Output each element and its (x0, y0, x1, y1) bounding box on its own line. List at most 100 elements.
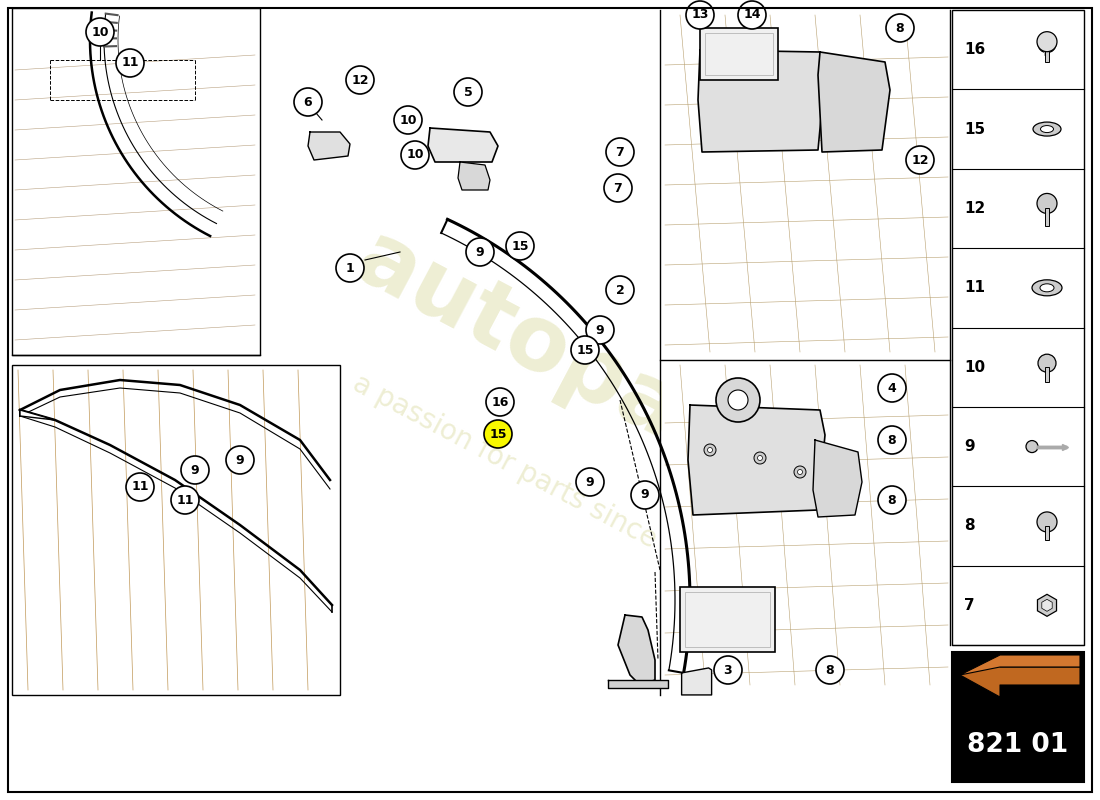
Text: 15: 15 (964, 122, 986, 137)
Circle shape (878, 486, 906, 514)
Text: a passion for parts since 1985: a passion for parts since 1985 (349, 369, 732, 591)
Text: 3: 3 (724, 663, 733, 677)
Circle shape (606, 138, 634, 166)
Circle shape (336, 254, 364, 282)
Circle shape (878, 426, 906, 454)
Circle shape (754, 452, 766, 464)
Polygon shape (608, 680, 668, 688)
Circle shape (758, 455, 762, 461)
Text: 9: 9 (475, 246, 484, 258)
Text: 12: 12 (911, 154, 928, 166)
Circle shape (571, 336, 600, 364)
Circle shape (1038, 354, 1056, 372)
Polygon shape (960, 655, 1080, 697)
Circle shape (454, 78, 482, 106)
Text: 8: 8 (888, 494, 896, 506)
Text: 5: 5 (463, 86, 472, 98)
Text: 7: 7 (616, 146, 625, 158)
Circle shape (1037, 32, 1057, 52)
Bar (680, 587, 775, 652)
Bar (1045, 209, 1049, 226)
Polygon shape (698, 50, 825, 152)
Text: 16: 16 (964, 42, 986, 57)
Circle shape (116, 49, 144, 77)
Circle shape (466, 238, 494, 266)
Text: 9: 9 (585, 475, 594, 489)
Circle shape (714, 656, 742, 684)
Text: 8: 8 (964, 518, 975, 534)
Text: 10: 10 (964, 360, 986, 374)
Text: 14: 14 (744, 9, 761, 22)
Circle shape (738, 1, 766, 29)
Text: 10: 10 (406, 149, 424, 162)
Circle shape (878, 374, 906, 402)
Bar (12, 8, 260, 355)
Circle shape (606, 276, 634, 304)
Text: 9: 9 (235, 454, 244, 466)
Text: 8: 8 (826, 663, 834, 677)
Text: 12: 12 (964, 201, 986, 216)
Bar (1045, 367, 1049, 382)
Text: 16: 16 (492, 395, 508, 409)
Bar (705, 33, 773, 75)
Circle shape (126, 473, 154, 501)
Circle shape (586, 316, 614, 344)
Circle shape (604, 174, 632, 202)
Text: 11: 11 (964, 280, 984, 295)
Circle shape (294, 88, 322, 116)
Circle shape (486, 388, 514, 416)
Ellipse shape (1040, 284, 1054, 292)
Bar (952, 10, 1084, 645)
Bar (700, 28, 778, 80)
Circle shape (794, 466, 806, 478)
Polygon shape (428, 128, 498, 162)
Bar (685, 592, 770, 647)
Text: 9: 9 (964, 439, 975, 454)
Circle shape (170, 486, 199, 514)
Polygon shape (688, 405, 825, 515)
Text: 13: 13 (691, 9, 708, 22)
Circle shape (506, 232, 534, 260)
Bar (662, 362, 949, 690)
Bar (952, 652, 1084, 782)
Polygon shape (1037, 594, 1056, 616)
Text: 8: 8 (895, 22, 904, 34)
Text: autoparts: autoparts (340, 214, 821, 526)
Circle shape (226, 446, 254, 474)
Bar (1045, 526, 1049, 540)
Text: 1: 1 (345, 262, 354, 274)
Circle shape (576, 468, 604, 496)
Polygon shape (20, 410, 55, 420)
Text: 7: 7 (614, 182, 623, 194)
Circle shape (728, 390, 748, 410)
Text: 11: 11 (121, 57, 139, 70)
Circle shape (86, 18, 114, 46)
Circle shape (402, 141, 429, 169)
Bar (1045, 44, 1049, 62)
Circle shape (707, 447, 713, 453)
Text: 9: 9 (640, 489, 649, 502)
Text: 15: 15 (512, 239, 529, 253)
Polygon shape (818, 52, 890, 152)
Circle shape (906, 146, 934, 174)
Text: 9: 9 (190, 463, 199, 477)
Circle shape (686, 1, 714, 29)
Text: 12: 12 (351, 74, 369, 86)
Polygon shape (458, 162, 490, 190)
Text: 821 01: 821 01 (967, 732, 1068, 758)
Bar (12, 365, 340, 695)
Circle shape (1038, 34, 1056, 53)
Ellipse shape (1041, 126, 1054, 133)
Circle shape (1037, 512, 1057, 532)
Circle shape (716, 378, 760, 422)
Text: 2: 2 (616, 283, 625, 297)
Circle shape (631, 481, 659, 509)
Circle shape (394, 106, 422, 134)
Text: 10: 10 (91, 26, 109, 38)
Text: 15: 15 (576, 343, 594, 357)
Circle shape (886, 14, 914, 42)
Circle shape (346, 66, 374, 94)
Ellipse shape (1033, 122, 1062, 136)
Ellipse shape (1032, 280, 1062, 296)
Circle shape (816, 656, 844, 684)
